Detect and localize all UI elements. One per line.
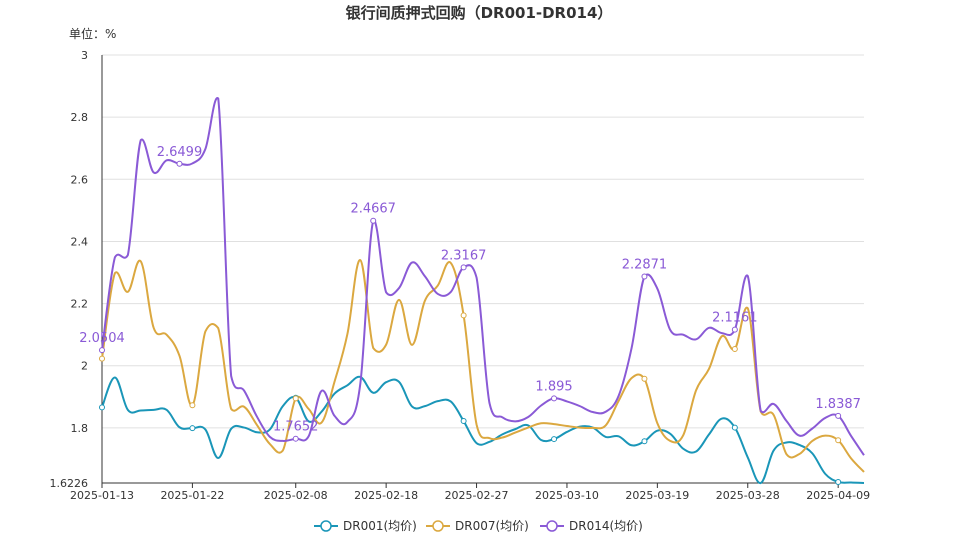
data-point-marker: [99, 404, 105, 411]
data-point-marker: [99, 347, 105, 354]
axes: 1.6226 1.8 2 2.2 2.4 2.6 2.8 3 2025-01-13 2025-01…: [50, 49, 871, 502]
x-tick-label: 2025-01-22: [160, 489, 224, 502]
data-point-marker: [731, 345, 738, 352]
data-point-marker: [292, 395, 299, 402]
series-line-3: [101, 97, 865, 456]
data-point-marker: [176, 160, 183, 167]
data-point-marker: [189, 402, 196, 409]
legend-marker-2: [432, 520, 444, 532]
data-point-marker: [99, 355, 105, 362]
grid-lines: [102, 54, 864, 429]
legend-label-2: DR007(均价): [455, 519, 529, 533]
x-tick-label: 2025-04-09: [806, 489, 870, 502]
data-label: 2.0504: [79, 331, 125, 346]
data-point-marker: [731, 424, 738, 431]
data-label: 2.6499: [157, 145, 203, 160]
series-lines: [101, 97, 865, 484]
data-label: 2.1161: [712, 311, 758, 326]
data-point-marker: [551, 395, 558, 402]
data-point-marker: [641, 438, 648, 445]
y-tick-label: 1.8: [71, 422, 89, 435]
data-point-marker: [551, 436, 558, 443]
data-point-marker: [292, 435, 299, 442]
chart-title: 银行间质押式回购（DR001-DR014）: [346, 4, 613, 22]
x-tick-label: 2025-03-19: [625, 489, 689, 502]
data-point-marker: [835, 412, 842, 419]
y-axis-unit-label: 单位：%: [69, 26, 116, 41]
data-point-marker: [641, 273, 648, 280]
x-tick-label: 2025-02-08: [264, 489, 328, 502]
data-point-marker: [460, 264, 467, 271]
data-label: 1.895: [535, 379, 572, 394]
data-point-marker: [835, 437, 842, 444]
x-tick-label: 2025-02-27: [445, 489, 509, 502]
y-tick-label: 2.2: [71, 298, 89, 311]
y-tick-label: 2.8: [71, 111, 89, 124]
data-point-marker: [835, 478, 842, 485]
data-label: 1.8387: [815, 397, 861, 412]
legend-marker-1: [320, 520, 332, 532]
data-label: 2.3167: [441, 248, 487, 263]
x-tick-label: 2025-01-13: [70, 489, 134, 502]
x-tick-label: 2025-03-10: [535, 489, 599, 502]
x-tick-label: 2025-03-28: [716, 489, 780, 502]
y-tick-label: 2: [81, 360, 88, 373]
y-tick-label: 3: [81, 49, 88, 62]
data-markers: [99, 160, 842, 485]
data-label: 2.4667: [350, 202, 396, 217]
data-point-marker: [189, 425, 196, 432]
data-point-marker: [460, 312, 467, 319]
series-line-1: [101, 375, 865, 484]
data-label: 2.2871: [622, 258, 668, 273]
y-tick-label: 1.6226: [50, 477, 89, 490]
data-point-marker: [731, 326, 738, 333]
legend-label-1: DR001(均价): [343, 519, 417, 533]
data-labels: 2.0504 2.6499 1.7652 2.4667 2.3167 1.895 2.287…: [79, 145, 861, 435]
legend: DR001(均价) DR007(均价) DR014(均价): [314, 519, 643, 533]
data-point-marker: [641, 375, 648, 382]
legend-marker-3: [546, 520, 558, 532]
data-point-marker: [370, 217, 377, 224]
legend-label-3: DR014(均价): [569, 519, 643, 533]
data-label: 1.7652: [273, 420, 319, 435]
data-point-marker: [460, 418, 467, 425]
series-line-2: [101, 259, 865, 473]
x-tick-label: 2025-02-18: [354, 489, 418, 502]
y-tick-label: 2.4: [71, 235, 89, 248]
y-tick-label: 2.6: [71, 173, 89, 186]
